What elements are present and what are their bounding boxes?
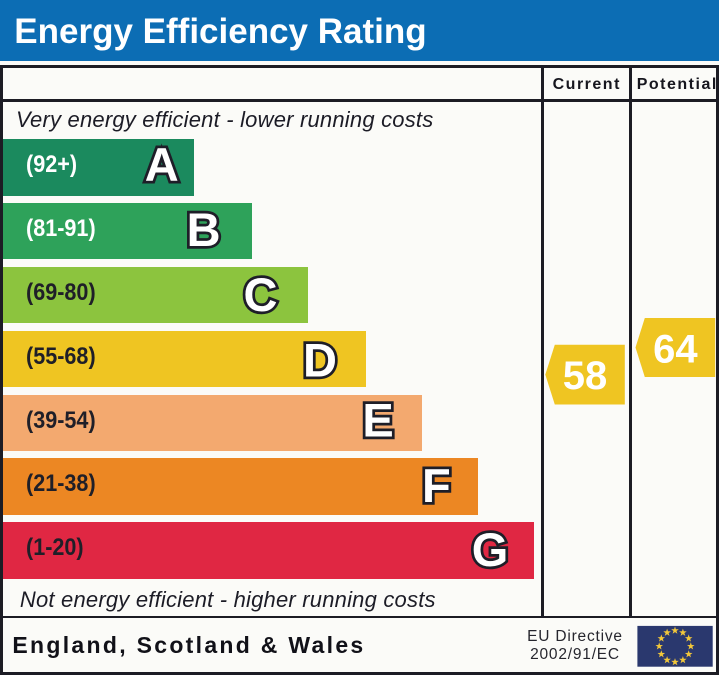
svg-text:A: A (145, 138, 179, 191)
svg-text:58: 58 (563, 354, 608, 398)
svg-text:D: D (303, 334, 337, 387)
svg-text:F: F (422, 459, 451, 512)
svg-text:B: B (187, 203, 221, 256)
svg-text:E: E (362, 394, 393, 447)
svg-text:64: 64 (653, 328, 698, 372)
svg-text:G: G (472, 523, 509, 576)
svg-text:C: C (244, 268, 278, 321)
